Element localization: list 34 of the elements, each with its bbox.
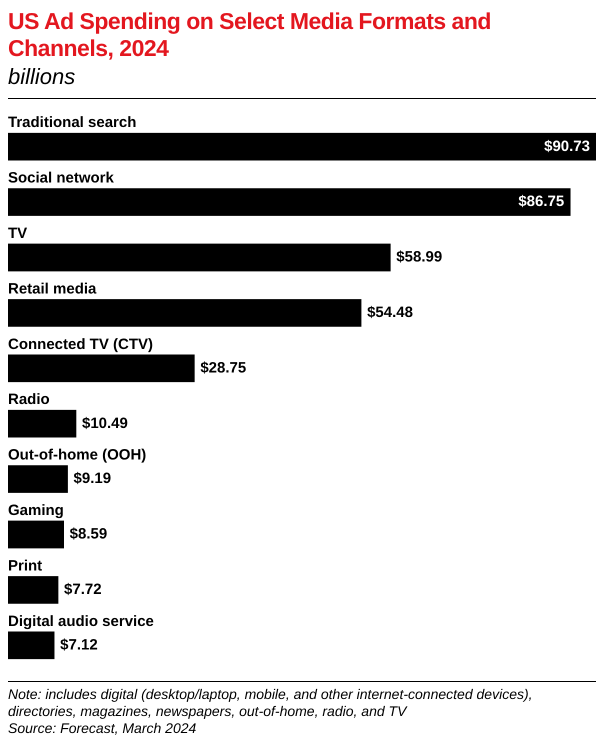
- y-tick-label: Print: [8, 557, 42, 574]
- data-label: $9.19: [74, 470, 112, 488]
- bar: [8, 465, 68, 493]
- bar: [8, 244, 391, 272]
- bar: [8, 188, 571, 216]
- y-tick-label: Radio: [8, 391, 50, 408]
- data-label: $28.75: [200, 359, 246, 376]
- data-label: $54.48: [367, 304, 413, 322]
- y-tick-label: Digital audio service: [8, 612, 154, 630]
- data-label: $90.73: [544, 138, 590, 155]
- bar: [8, 132, 596, 161]
- data-label: $58.99: [396, 248, 442, 266]
- bar: [8, 410, 76, 438]
- chart-title: US Ad Spending on Select Media Formats and Channels, 2024: [8, 8, 492, 62]
- bar: [8, 299, 362, 327]
- text: Note: includes digital (desktop/laptop, mobile, and other internet-connected devices), directories, magazines, newspapers, out-of-home, radio, and TV: [8, 686, 534, 720]
- data-label: $7.12: [60, 636, 98, 654]
- y-tick-label: Social network: [8, 170, 115, 187]
- y-tick-label: Traditional search: [8, 114, 136, 132]
- y-tick-label: Connected TV (CTV): [8, 336, 153, 353]
- chart-subtitle: billions: [8, 63, 76, 91]
- bar: [8, 576, 58, 604]
- data-label: $10.49: [82, 414, 128, 432]
- bar: [8, 354, 195, 382]
- y-tick-label: Gaming: [8, 502, 64, 519]
- data-label: $8.59: [70, 526, 108, 543]
- y-tick-label: TV: [8, 225, 28, 242]
- data-label: $7.72: [64, 581, 102, 598]
- source-note: Source: Forecast, March 2024: [8, 720, 198, 737]
- y-tick-label: Out-of-home (OOH): [8, 446, 146, 464]
- y-tick-label: Retail media: [8, 280, 98, 298]
- bar: [8, 631, 54, 660]
- data-label: $86.75: [518, 193, 564, 210]
- bar: [8, 520, 64, 548]
